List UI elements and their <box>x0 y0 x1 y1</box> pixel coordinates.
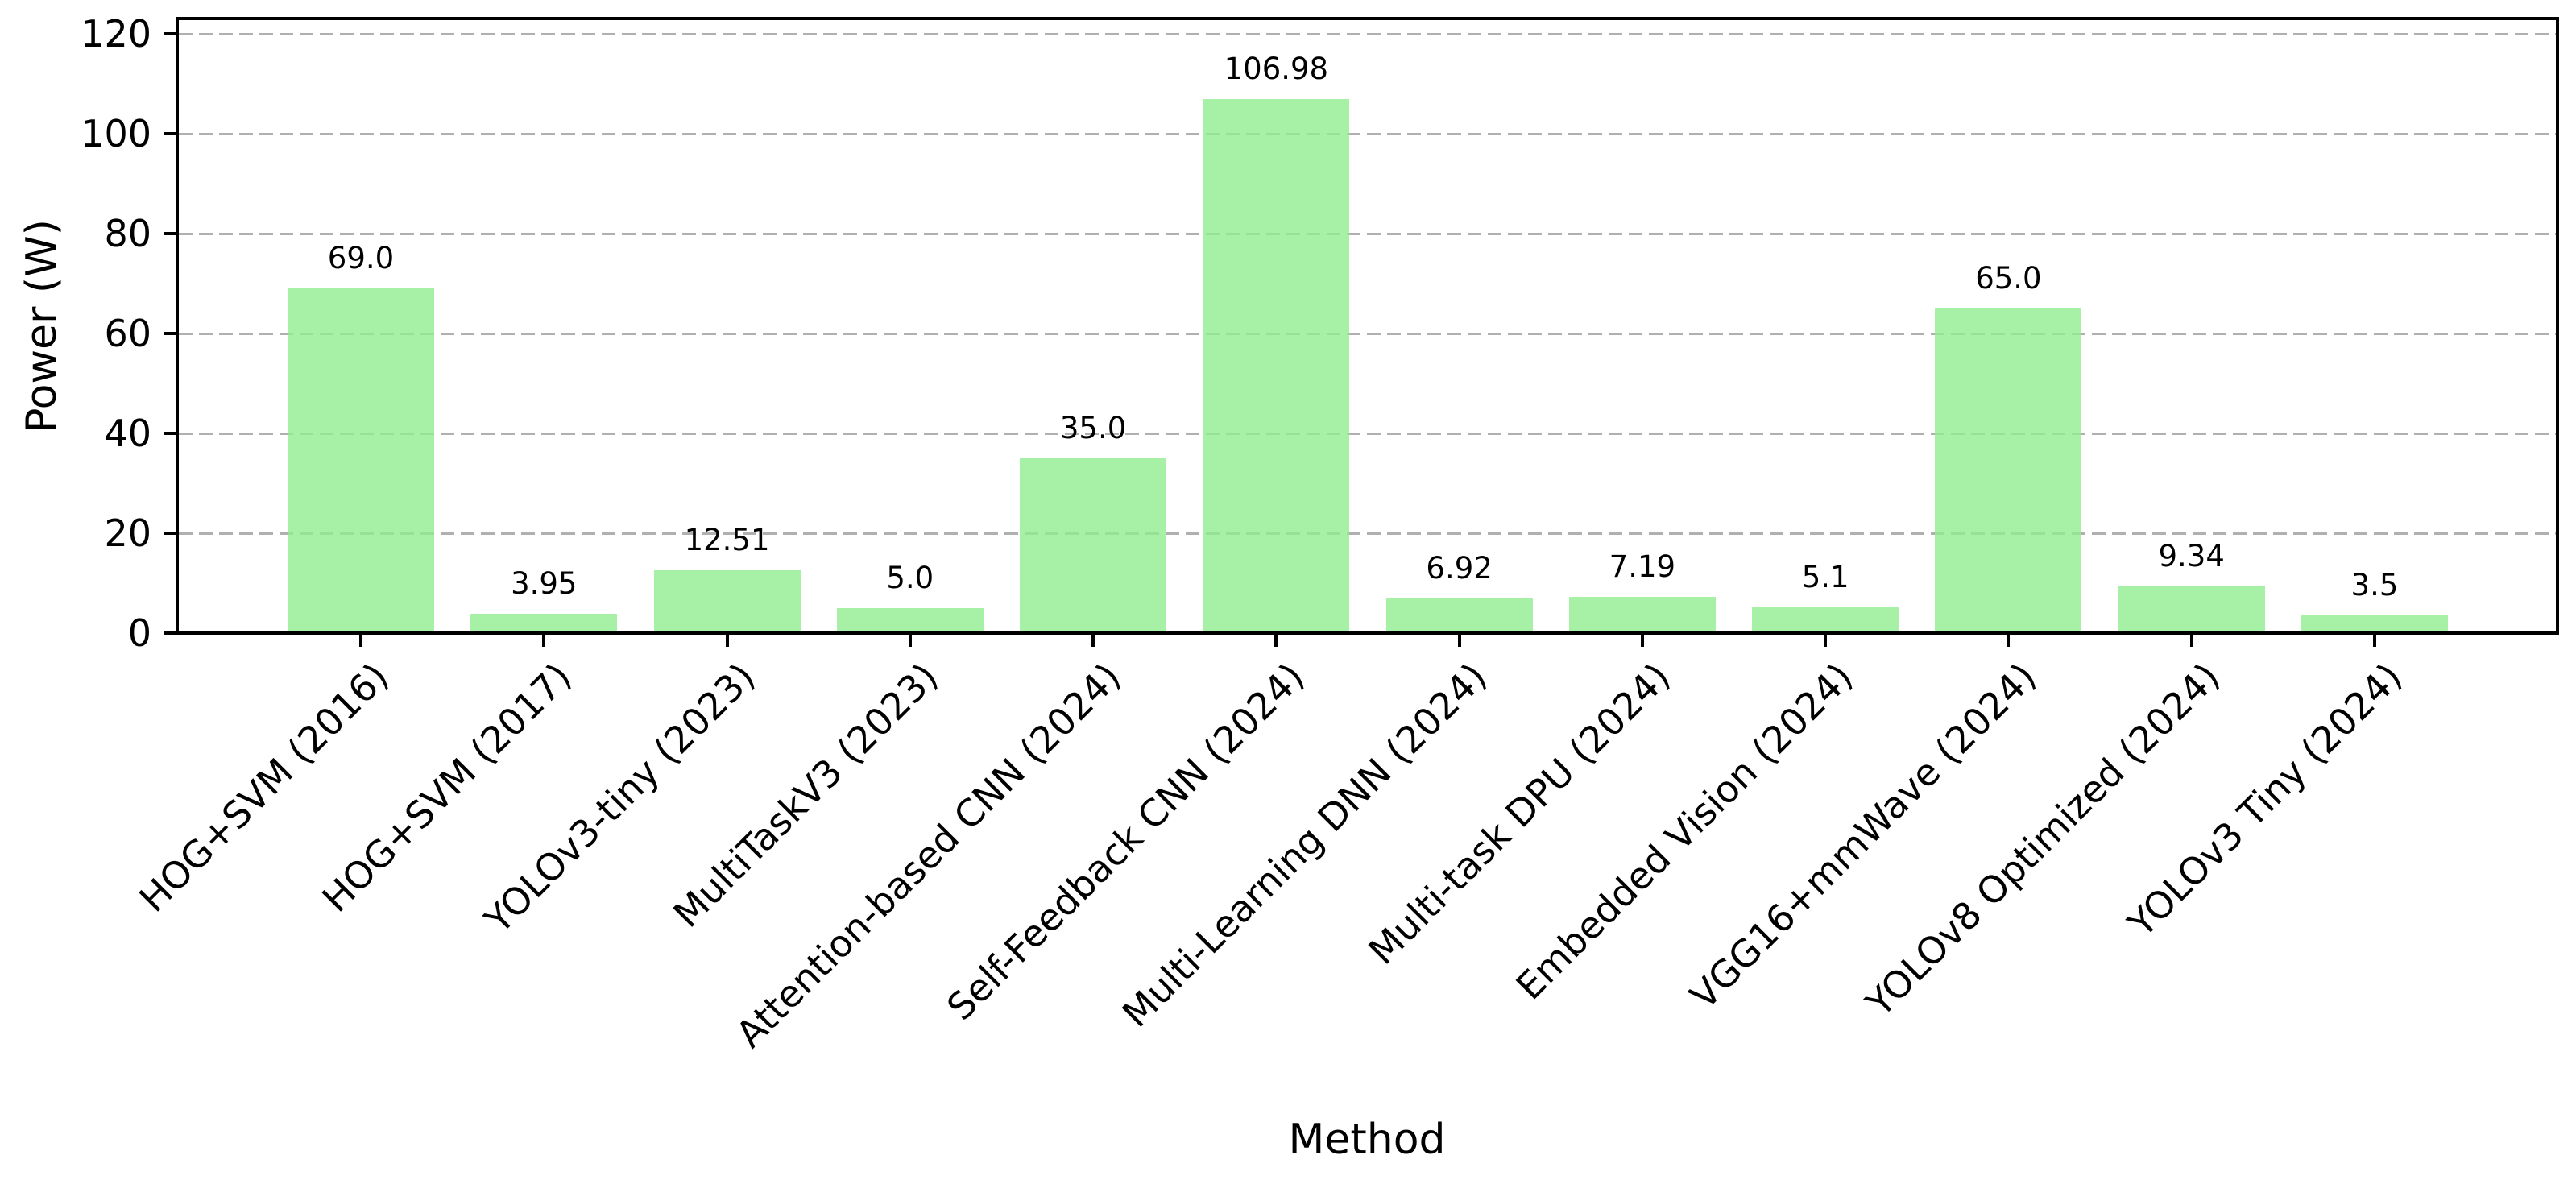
bar <box>1203 98 1350 633</box>
bar <box>1385 598 1533 633</box>
y-tick <box>164 532 177 536</box>
x-tick <box>2372 633 2376 647</box>
y-tick-label: 60 <box>104 312 151 356</box>
y-tick-label: 0 <box>127 611 151 655</box>
bar <box>653 570 801 633</box>
bar-value-label: 6.92 <box>1426 551 1493 586</box>
bar-value-label: 106.98 <box>1224 51 1329 86</box>
y-tick-label: 80 <box>104 212 151 256</box>
x-tick <box>1091 633 1095 647</box>
bar <box>1568 597 1716 633</box>
x-tick-label: Multi-Learning DNN (2024) <box>1114 654 1496 1036</box>
bar <box>470 613 618 633</box>
bar-value-label: 5.0 <box>886 561 934 595</box>
y-tick <box>164 432 177 436</box>
x-tick <box>542 633 546 647</box>
bar <box>2301 615 2448 633</box>
bar-value-label: 3.5 <box>2350 568 2399 603</box>
x-tick-label: YOLOv8 Optimized (2024) <box>1857 654 2228 1025</box>
x-tick <box>908 633 912 647</box>
gridline <box>179 132 2556 135</box>
x-tick <box>1640 633 1644 647</box>
x-tick-label: VGG16+mmWave (2024) <box>1681 654 2045 1018</box>
x-tick-label: Self-Feedback CNN (2024) <box>938 654 1313 1029</box>
gridline <box>179 532 2556 535</box>
bar <box>1935 308 2082 633</box>
gridline <box>179 332 2556 335</box>
y-tick <box>164 32 177 36</box>
x-tick <box>1274 633 1278 647</box>
x-tick <box>1457 633 1461 647</box>
bar-value-label: 3.95 <box>511 565 578 601</box>
y-tick <box>164 631 177 635</box>
bar <box>836 608 984 633</box>
y-tick-label: 20 <box>104 511 151 556</box>
x-tick-label: Embedded Vision (2024) <box>1507 654 1862 1008</box>
x-tick-label: Multi-task DPU (2024) <box>1360 654 1679 973</box>
y-tick <box>164 132 177 136</box>
bar-value-label: 35.0 <box>1059 411 1127 446</box>
bar <box>2118 586 2265 633</box>
bar <box>1752 607 1899 633</box>
x-tick-label: Attention-based CNN (2024) <box>727 654 1129 1057</box>
gridline <box>179 232 2556 235</box>
x-tick <box>2007 633 2011 647</box>
bar-value-label: 12.51 <box>684 523 770 558</box>
bar-value-label: 9.34 <box>2158 539 2225 574</box>
bar-value-label: 5.1 <box>1801 560 1849 595</box>
bar-value-label: 65.0 <box>1975 261 2042 296</box>
bar <box>1020 458 1167 633</box>
x-tick <box>1824 633 1828 647</box>
y-tick <box>164 332 177 336</box>
x-tick <box>2189 633 2193 647</box>
bar-value-label: 7.19 <box>1609 549 1676 585</box>
x-axis-label: Method <box>1288 1116 1446 1164</box>
y-tick-label: 40 <box>104 412 151 456</box>
y-tick-label: 100 <box>81 112 151 156</box>
gridline <box>179 32 2556 35</box>
x-tick <box>725 633 729 647</box>
gridline <box>179 432 2556 435</box>
x-tick <box>359 633 362 647</box>
bar <box>288 288 434 633</box>
bar-value-label: 69.0 <box>327 241 395 276</box>
y-tick-label: 120 <box>81 12 151 56</box>
y-tick <box>164 232 177 236</box>
